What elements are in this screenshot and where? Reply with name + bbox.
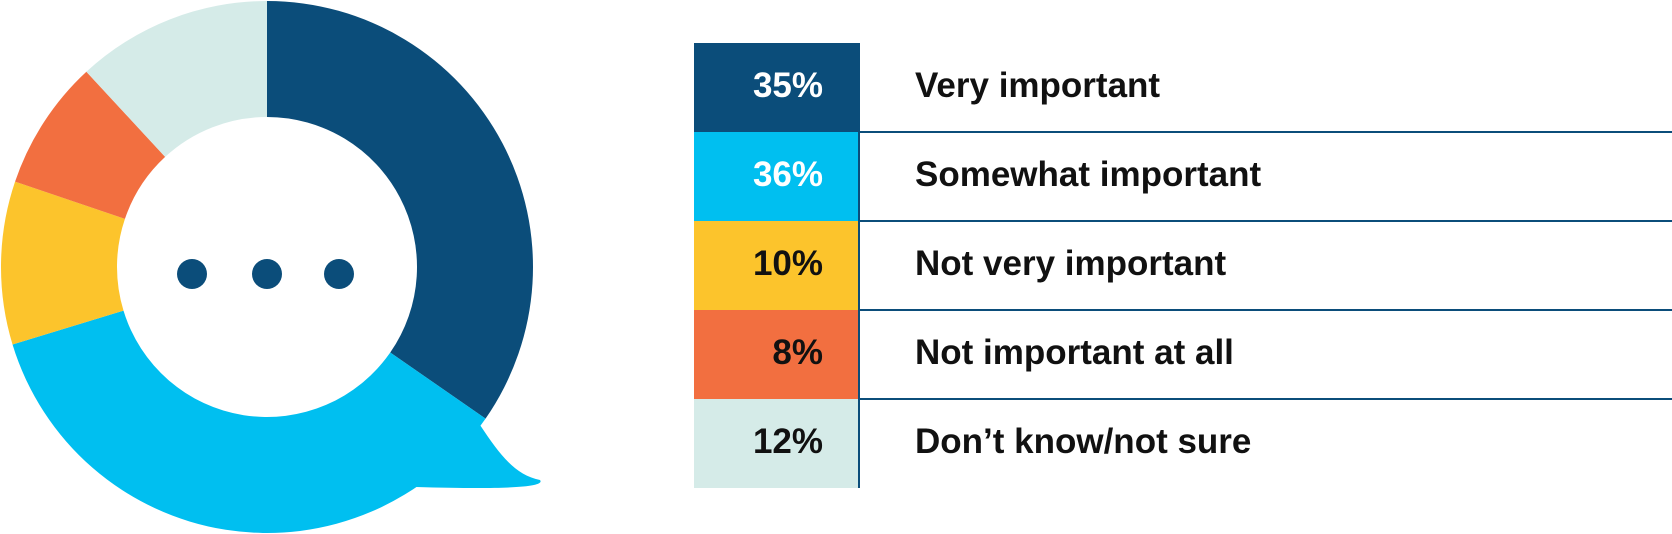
category-label: Don’t know/not sure [915, 422, 1251, 461]
dot [252, 259, 282, 289]
dot [324, 259, 354, 289]
slice [1, 181, 125, 345]
value-label: 8% [772, 333, 823, 372]
category-label: Very important [915, 66, 1160, 105]
slice [267, 1, 534, 419]
value-label: 35% [753, 66, 823, 105]
category-label: Somewhat important [915, 155, 1261, 194]
legend-swatch [694, 399, 859, 488]
legend: 35% Very important 36% Somewhat important 10… [694, 43, 1672, 488]
slice [15, 71, 166, 219]
slice [86, 1, 267, 157]
category-label: Not important at all [915, 333, 1234, 372]
speech-tail [400, 425, 541, 489]
value-label: 36% [753, 155, 823, 194]
value-label: 10% [753, 244, 823, 283]
slice [12, 310, 486, 533]
legend-swatch [694, 132, 859, 221]
legend-swatch [694, 310, 859, 399]
value-label: 12% [753, 422, 823, 461]
donut [1, 1, 534, 533]
category-label: Not very important [915, 244, 1226, 283]
legend-swatch [694, 43, 859, 132]
legend-swatch [694, 221, 859, 310]
dot [177, 259, 207, 289]
